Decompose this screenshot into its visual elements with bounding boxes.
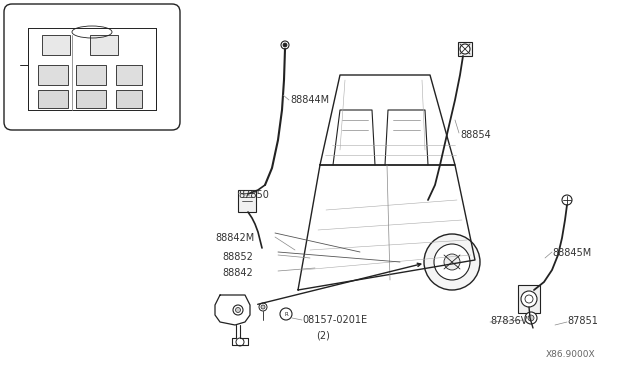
Text: 88844M: 88844M bbox=[290, 95, 329, 105]
Bar bbox=[28, 28, 156, 110]
Bar bbox=[238, 190, 256, 212]
Circle shape bbox=[261, 305, 265, 309]
Text: X86.9000X: X86.9000X bbox=[545, 350, 595, 359]
Text: 88845M: 88845M bbox=[552, 248, 591, 258]
Text: 87836V: 87836V bbox=[490, 316, 527, 326]
Circle shape bbox=[283, 43, 287, 47]
Text: R: R bbox=[284, 311, 288, 317]
Text: 08157-0201E: 08157-0201E bbox=[302, 315, 367, 325]
Circle shape bbox=[528, 315, 534, 321]
Bar bbox=[116, 65, 142, 85]
Bar bbox=[76, 90, 106, 108]
Circle shape bbox=[444, 254, 460, 270]
Circle shape bbox=[236, 338, 244, 346]
Circle shape bbox=[562, 195, 572, 205]
Text: (2): (2) bbox=[316, 330, 330, 340]
Circle shape bbox=[521, 291, 537, 307]
Text: 87851: 87851 bbox=[567, 316, 598, 326]
Circle shape bbox=[236, 308, 241, 312]
Circle shape bbox=[424, 234, 480, 290]
Text: 88854: 88854 bbox=[460, 130, 491, 140]
Bar bbox=[42, 35, 70, 55]
Bar bbox=[76, 65, 106, 85]
Bar bbox=[458, 42, 472, 56]
Bar bbox=[38, 90, 68, 108]
Text: 88842M: 88842M bbox=[215, 233, 254, 243]
Bar bbox=[90, 35, 118, 55]
Circle shape bbox=[259, 303, 267, 311]
Circle shape bbox=[460, 44, 470, 54]
Text: 88852: 88852 bbox=[222, 252, 253, 262]
Circle shape bbox=[233, 305, 243, 315]
Circle shape bbox=[434, 244, 470, 280]
Circle shape bbox=[281, 41, 289, 49]
Text: 88842: 88842 bbox=[222, 268, 253, 278]
Circle shape bbox=[525, 312, 537, 324]
Bar bbox=[38, 65, 68, 85]
Text: 87850: 87850 bbox=[238, 190, 269, 200]
Bar bbox=[116, 90, 142, 108]
Bar bbox=[518, 285, 540, 313]
Circle shape bbox=[280, 308, 292, 320]
